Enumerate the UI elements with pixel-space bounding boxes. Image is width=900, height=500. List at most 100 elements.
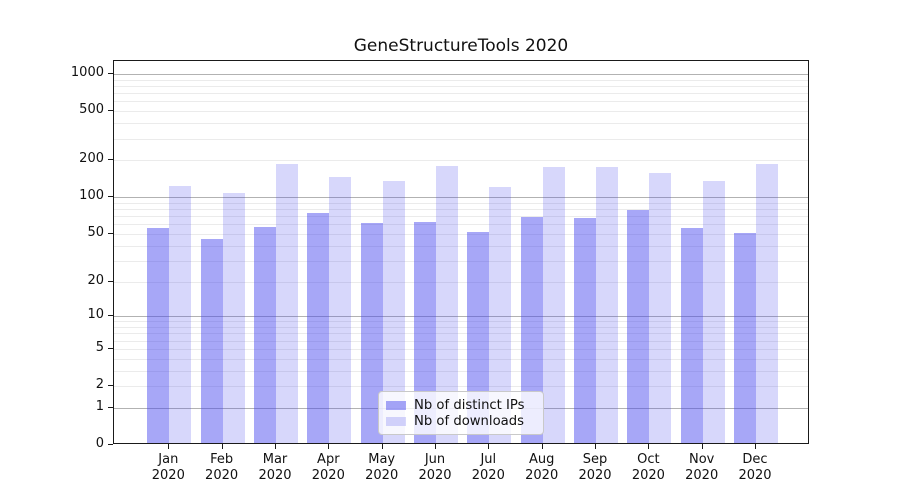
x-tick-mark	[328, 444, 330, 449]
bar-downloads-dec	[756, 163, 779, 443]
x-tick-mark	[701, 444, 703, 449]
gridline	[114, 209, 808, 211]
y-tick-label: 20	[87, 272, 104, 288]
x-tick-label: Jun 2020	[418, 452, 452, 483]
legend-label-downloads: Nb of downloads	[414, 413, 524, 429]
y-tick-label: 2	[95, 377, 104, 392]
legend: Nb of distinct IPs Nb of downloads	[378, 391, 544, 435]
gridline	[114, 79, 808, 81]
legend-item-downloads: Nb of downloads	[386, 414, 534, 429]
x-tick-mark	[381, 444, 383, 449]
y-tick-mark	[108, 73, 113, 74]
y-tick-label: 1000	[70, 64, 104, 80]
bar-downloads-nov	[702, 180, 725, 443]
y-tick-mark	[108, 280, 113, 282]
gridline	[114, 260, 808, 262]
x-tick-label: Nov 2020	[685, 452, 719, 483]
bar-distinct-ips-jun	[414, 222, 436, 443]
bar-distinct-ips-feb	[200, 238, 223, 443]
bar-distinct-ips-dec	[734, 232, 757, 443]
y-tick-label: 50	[87, 224, 104, 240]
x-tick-mark	[755, 444, 756, 449]
y-tick-mark	[108, 385, 113, 386]
x-tick-mark	[221, 444, 223, 449]
x-tick-label: Aug 2020	[525, 452, 559, 483]
y-tick-label: 10	[87, 307, 104, 323]
gridline	[114, 138, 808, 140]
bar-distinct-ips-aug	[520, 217, 543, 443]
gridline	[114, 245, 808, 247]
gridline	[114, 233, 808, 235]
y-tick-mark	[108, 196, 113, 198]
y-tick-label: 1	[95, 398, 104, 414]
bar-downloads-jun	[436, 165, 458, 443]
x-tick-mark	[488, 444, 490, 449]
x-tick-label: Jan 2020	[151, 452, 185, 483]
x-tick-label: Dec 2020	[738, 452, 772, 483]
bar-downloads-aug	[542, 166, 565, 443]
y-tick-mark	[108, 406, 113, 408]
gridline	[114, 348, 808, 350]
y-tick-label: 5	[95, 339, 104, 355]
x-tick-mark	[168, 444, 170, 449]
gridline	[114, 216, 808, 218]
bar-downloads-sep	[596, 166, 619, 443]
x-tick-mark	[648, 444, 650, 449]
chart-title: GeneStructureTools 2020	[353, 36, 569, 56]
gridline	[114, 281, 808, 283]
gridline	[114, 101, 808, 103]
legend-swatch-distinct-ips	[386, 400, 406, 410]
bar-distinct-ips-jul	[467, 231, 490, 443]
bar-distinct-ips-mar	[253, 226, 276, 443]
bar-downloads-jan	[169, 185, 192, 443]
bar-distinct-ips-nov	[680, 227, 703, 443]
bar-distinct-ips-apr	[307, 212, 330, 443]
gridline	[114, 73, 808, 75]
x-tick-mark	[595, 444, 596, 449]
gridline	[114, 224, 808, 226]
y-tick-label: 0	[95, 436, 104, 451]
x-tick-label: Jul 2020	[471, 452, 505, 483]
x-tick-label: Oct 2020	[631, 452, 665, 483]
bar-downloads-apr	[329, 176, 352, 443]
gridline	[114, 370, 808, 372]
gridline	[114, 202, 808, 204]
y-tick-mark	[108, 159, 113, 161]
gridline	[114, 386, 808, 387]
x-tick-label: Sep 2020	[578, 452, 612, 483]
x-tick-label: Feb 2020	[205, 452, 239, 483]
bar-downloads-feb	[222, 192, 245, 443]
bar-distinct-ips-jan	[147, 227, 170, 443]
y-tick-mark	[108, 315, 113, 317]
bar-downloads-jul	[489, 187, 512, 443]
gridline	[114, 93, 808, 95]
y-tick-label: 500	[79, 102, 104, 118]
gridline	[114, 321, 808, 323]
legend-label-distinct-ips: Nb of distinct IPs	[414, 397, 525, 413]
gridline	[114, 327, 808, 328]
x-tick-label: May 2020	[365, 452, 399, 483]
y-tick-label: 100	[79, 188, 104, 204]
bar-downloads-mar	[275, 164, 298, 443]
gridline	[114, 85, 808, 87]
bar-downloads-may	[382, 181, 405, 443]
gridline	[114, 333, 808, 335]
gridline	[114, 358, 808, 360]
gridline	[114, 123, 808, 125]
plot-area	[113, 60, 809, 444]
bar-distinct-ips-may	[360, 223, 383, 443]
bar-distinct-ips-oct	[627, 209, 650, 443]
gridline	[114, 111, 808, 113]
bar-distinct-ips-sep	[574, 218, 597, 443]
x-tick-label: Apr 2020	[311, 452, 345, 483]
x-tick-label: Mar 2020	[258, 452, 292, 483]
legend-item-distinct-ips: Nb of distinct IPs	[386, 398, 534, 413]
gridline	[114, 316, 808, 318]
y-tick-mark	[108, 232, 113, 234]
y-tick-mark	[108, 347, 113, 349]
x-tick-mark	[541, 444, 543, 449]
gridline	[114, 160, 808, 162]
x-tick-mark	[275, 444, 276, 449]
gridline	[114, 340, 808, 342]
gridline	[114, 197, 808, 199]
